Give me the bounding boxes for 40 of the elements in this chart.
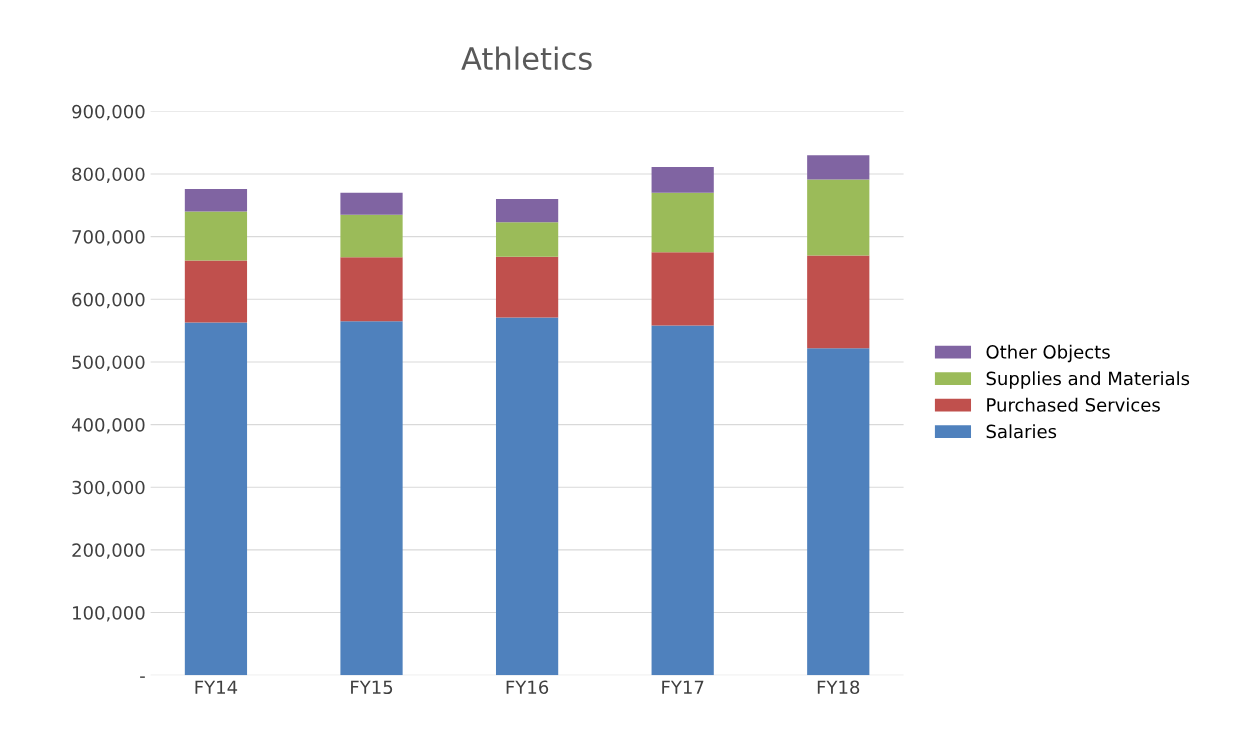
bar: [340, 192, 403, 215]
y-tick-label: 200,000: [72, 543, 145, 559]
bar: [651, 167, 714, 193]
bar: [807, 255, 870, 349]
bar: [184, 211, 248, 261]
bar: [340, 214, 403, 258]
bar: [340, 257, 403, 322]
y-tick-label: -: [140, 676, 145, 678]
chart-title: Athletics: [461, 46, 592, 71]
bar: [495, 317, 559, 676]
y-tick-label: 800,000: [72, 167, 145, 183]
x-tick-label: FY16: [506, 680, 549, 695]
legend-label: Purchased Services: [987, 397, 1160, 412]
bar: [340, 321, 403, 676]
y-tick-label: 400,000: [71, 418, 145, 434]
bar: [651, 325, 714, 676]
legend-label: Other Objects: [986, 344, 1110, 363]
x-tick-label: FY14: [195, 680, 238, 694]
y-tick-label: 300,000: [72, 480, 145, 497]
bar: [495, 199, 559, 223]
legend-label: Supplies and Materials: [986, 371, 1190, 389]
y-tick-label: 500,000: [72, 355, 145, 371]
x-tick-label: FY15: [351, 680, 393, 695]
bar: [495, 256, 559, 318]
y-tick-label: 900,000: [72, 104, 145, 121]
bar: [495, 222, 559, 257]
bar: [651, 192, 714, 253]
y-tick-label: 100,000: [73, 606, 145, 622]
y-tick-label: 700,000: [72, 230, 145, 246]
bar: [184, 322, 248, 676]
bar: [807, 155, 870, 180]
bar: [184, 189, 248, 212]
bar: [184, 260, 248, 323]
y-tick-label: 600,000: [72, 292, 145, 309]
x-tick-label: FY17: [662, 680, 704, 694]
x-tick-label: FY18: [817, 680, 860, 695]
legend-label: Salaries: [986, 424, 1057, 439]
bar: [651, 252, 714, 326]
bar: [807, 179, 870, 256]
bar: [807, 348, 870, 676]
